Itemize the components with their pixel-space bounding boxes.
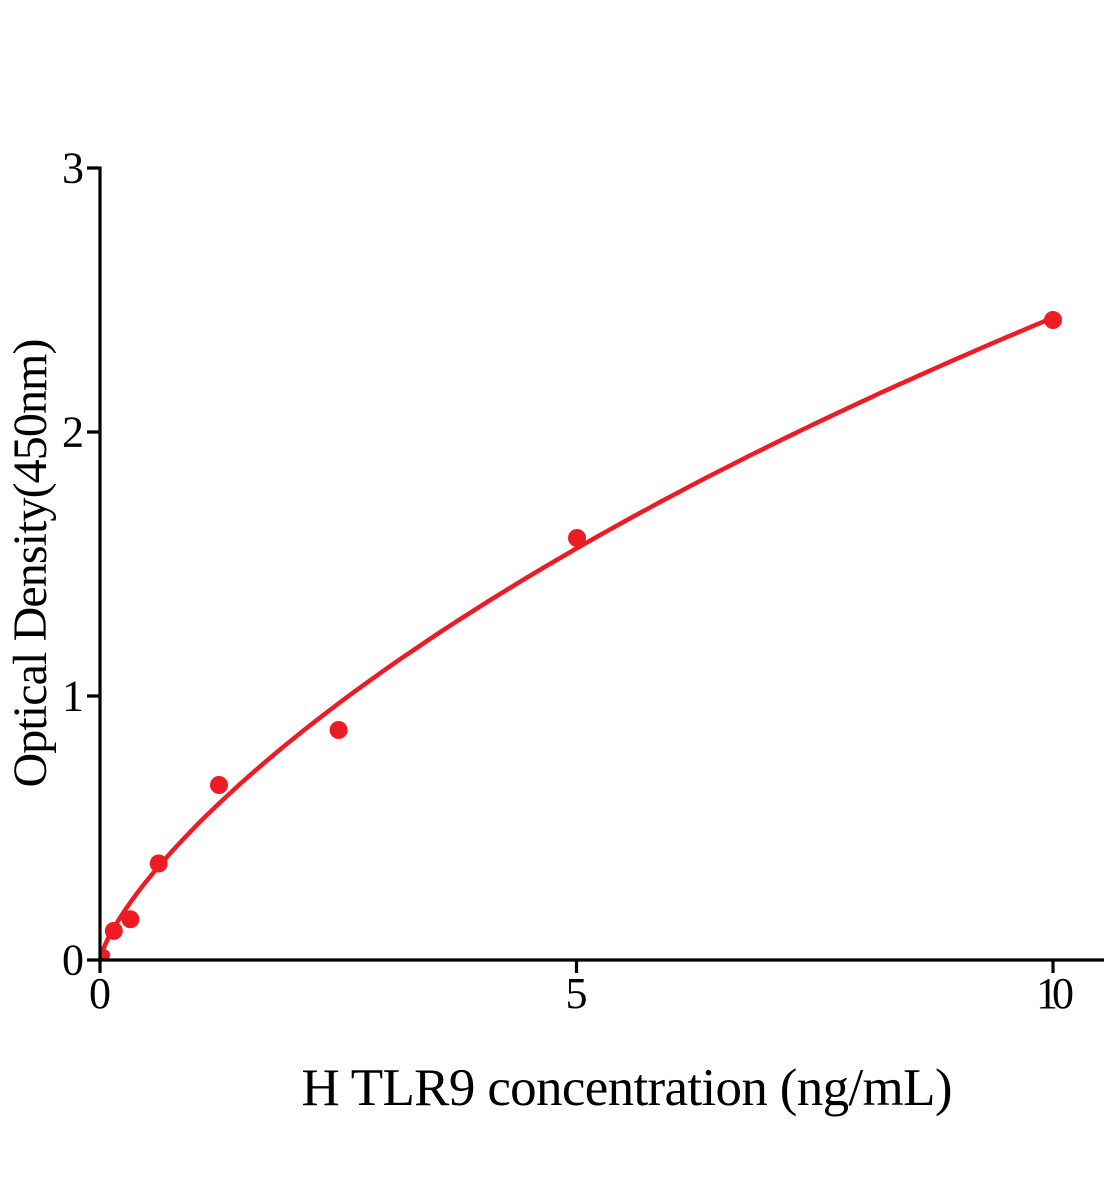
svg-text:10: 10: [1036, 969, 1074, 1018]
svg-text:H TLR9 concentration (ng/mL): H TLR9 concentration (ng/mL): [302, 1059, 953, 1117]
svg-text:2: 2: [62, 408, 84, 457]
svg-text:0: 0: [89, 969, 111, 1018]
svg-text:3: 3: [62, 144, 84, 193]
svg-text:1: 1: [62, 672, 84, 721]
svg-text:5: 5: [566, 969, 588, 1018]
svg-text:0: 0: [62, 936, 84, 985]
svg-text:Optical Density(450nm): Optical Density(450nm): [4, 339, 57, 788]
